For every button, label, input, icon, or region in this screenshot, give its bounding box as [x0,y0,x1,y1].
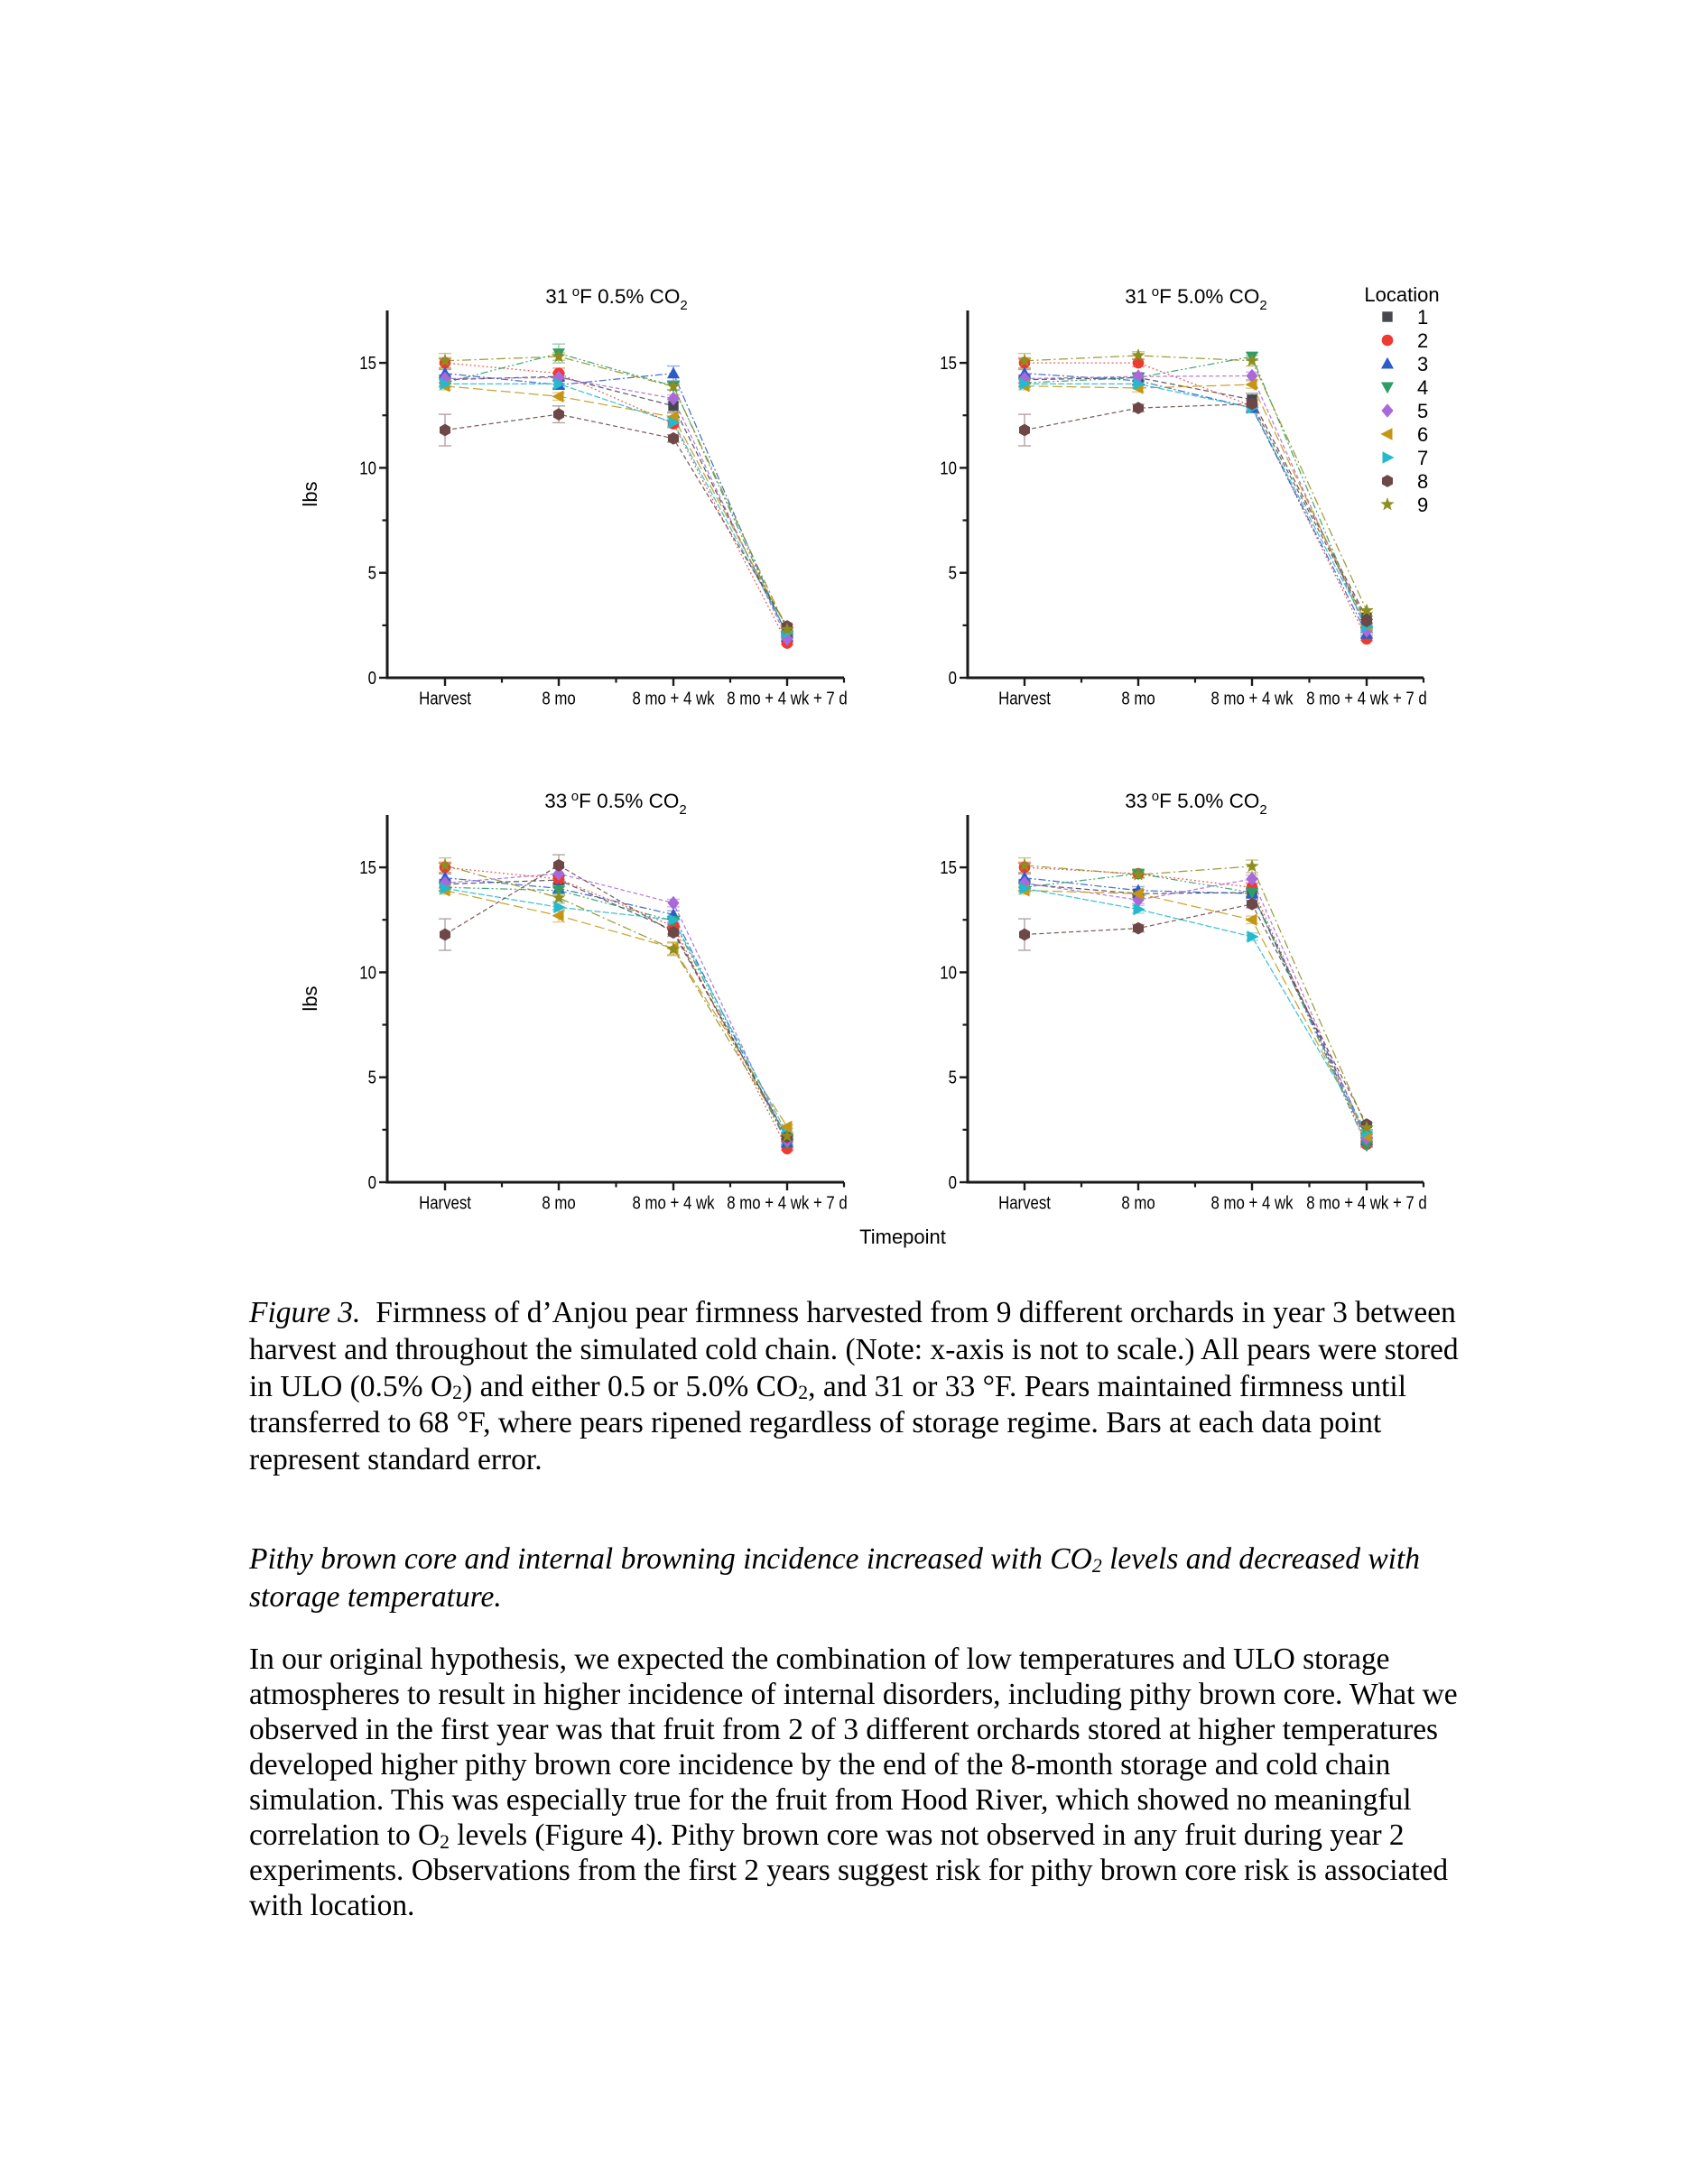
svg-text:15: 15 [940,857,957,878]
svg-text:8 mo + 4 wk + 7 d: 8 mo + 4 wk + 7 d [1306,1192,1427,1213]
svg-text:8 mo + 4 wk + 7 d: 8 mo + 4 wk + 7 d [727,688,848,708]
svg-text:lbs: lbs [299,986,321,1011]
svg-text:8 mo: 8 mo [1121,688,1155,708]
svg-text:0: 0 [949,1171,957,1192]
svg-text:8 mo: 8 mo [1121,1192,1155,1213]
svg-text:10: 10 [359,962,376,983]
svg-text:0: 0 [949,667,957,688]
svg-text:5: 5 [949,562,957,583]
svg-text:8 mo + 4 wk + 7 d: 8 mo + 4 wk + 7 d [727,1192,848,1213]
svg-text:33 oF 5.0% CO2: 33 oF 5.0% CO2 [1125,789,1267,818]
svg-text:8: 8 [1417,470,1428,493]
svg-text:2: 2 [1417,329,1428,352]
svg-text:6: 6 [1417,423,1428,446]
svg-text:Timepoint: Timepoint [859,1226,946,1248]
svg-text:Harvest: Harvest [998,688,1052,708]
svg-text:4: 4 [1417,376,1428,399]
svg-text:8 mo + 4 wk: 8 mo + 4 wk [632,1192,715,1213]
svg-text:7: 7 [1417,447,1428,469]
svg-text:Harvest: Harvest [998,1192,1052,1213]
svg-text:5: 5 [368,1067,376,1087]
svg-text:8 mo: 8 mo [542,688,575,708]
svg-text:15: 15 [359,353,376,374]
svg-text:10: 10 [940,458,957,478]
svg-text:15: 15 [940,353,957,374]
svg-text:31 oF 0.5% CO2: 31 oF 0.5% CO2 [545,284,688,313]
svg-text:8 mo + 4 wk: 8 mo + 4 wk [1210,688,1294,708]
svg-text:10: 10 [359,458,376,478]
svg-text:5: 5 [949,1067,957,1087]
svg-text:8 mo + 4 wk: 8 mo + 4 wk [1210,1192,1294,1213]
svg-text:Location: Location [1364,283,1439,306]
svg-text:3: 3 [1417,353,1428,375]
svg-text:8 mo + 4 wk: 8 mo + 4 wk [632,688,715,708]
svg-text:5: 5 [368,562,376,583]
svg-text:9: 9 [1417,494,1428,516]
svg-text:5: 5 [1417,400,1428,422]
svg-text:Harvest: Harvest [419,688,472,708]
svg-text:lbs: lbs [299,481,321,506]
svg-text:33 oF 0.5% CO2: 33 oF 0.5% CO2 [544,789,687,818]
svg-text:8 mo: 8 mo [542,1192,575,1213]
svg-text:Harvest: Harvest [419,1192,472,1213]
svg-text:10: 10 [940,962,957,983]
svg-text:0: 0 [368,1171,376,1192]
svg-text:8 mo + 4 wk + 7 d: 8 mo + 4 wk + 7 d [1306,688,1427,708]
svg-text:31 oF 5.0% CO2: 31 oF 5.0% CO2 [1125,284,1267,313]
svg-text:15: 15 [359,857,376,878]
svg-text:1: 1 [1417,306,1428,329]
svg-text:0: 0 [368,667,376,688]
